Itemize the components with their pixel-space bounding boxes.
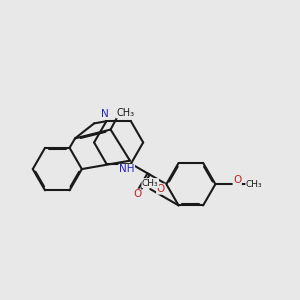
Text: O: O bbox=[157, 184, 165, 194]
Text: CH₃: CH₃ bbox=[246, 180, 262, 189]
Text: NH: NH bbox=[119, 164, 134, 174]
Text: CH₃: CH₃ bbox=[142, 178, 159, 188]
Text: O: O bbox=[133, 189, 141, 199]
Text: CH₃: CH₃ bbox=[116, 108, 134, 118]
Text: O: O bbox=[233, 175, 241, 185]
Text: N: N bbox=[101, 110, 109, 119]
